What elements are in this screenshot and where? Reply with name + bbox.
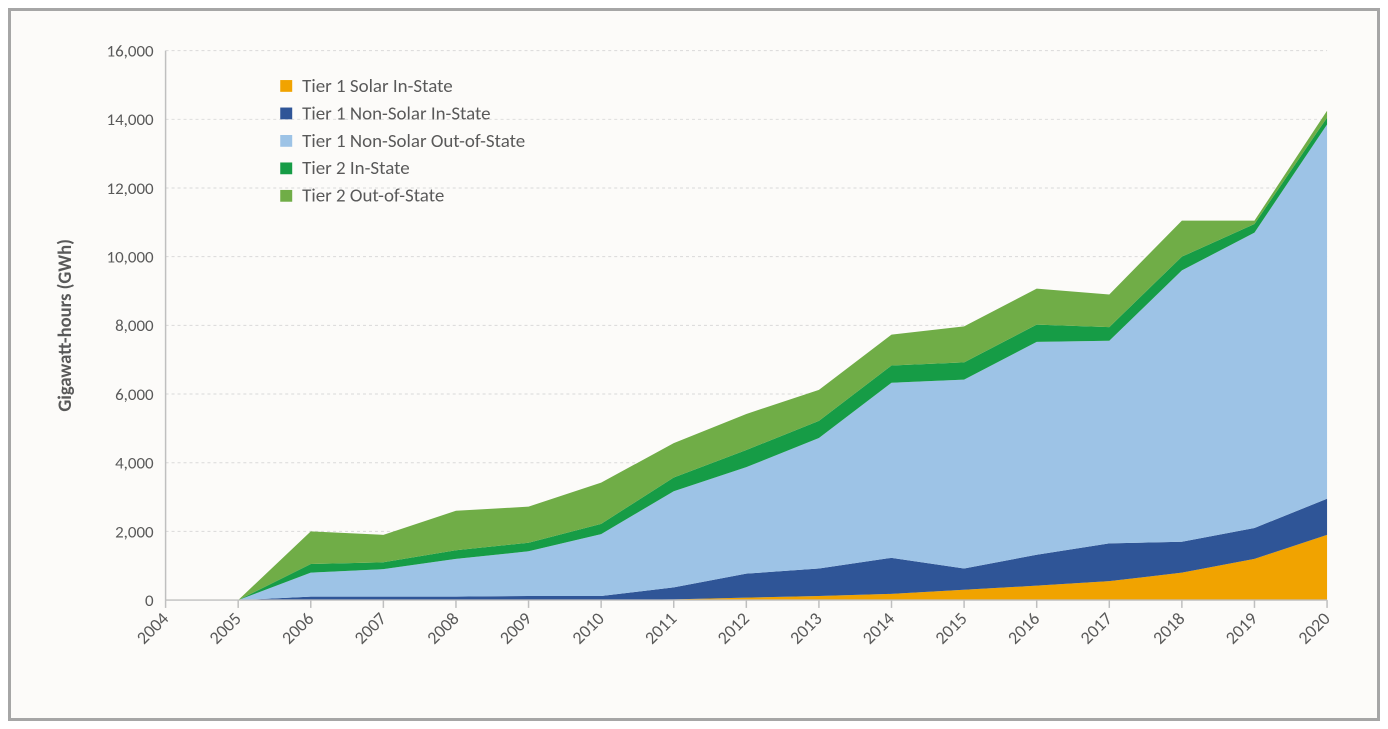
x-tick-label: 2006 [277,608,318,649]
x-tick-label: 2005 [204,608,245,649]
x-tick-label: 2020 [1293,608,1334,649]
y-tick-label: 10,000 [106,247,154,268]
y-tick-label: 16,000 [106,41,154,62]
x-tick-label: 2011 [640,608,681,649]
x-tick-label: 2013 [785,608,826,649]
x-tick-label: 2015 [930,608,971,649]
x-tick-label: 2018 [1148,608,1189,649]
legend-marker [280,80,292,92]
legend-marker [280,108,292,120]
legend-label: Tier 1 Solar In-State [302,75,452,98]
y-tick-label: 4,000 [115,453,154,474]
y-tick-label: 6,000 [115,384,154,405]
legend-label: Tier 1 Non-Solar In-State [302,102,490,125]
x-tick-label: 2012 [712,608,753,649]
legend-label: Tier 2 In-State [302,157,410,180]
x-tick-label: 2010 [567,608,608,649]
y-tick-label: 14,000 [106,109,154,130]
x-tick-label: 2016 [1003,608,1044,649]
chart-frame: 0 2,000 4,000 6,000 8,000 10,000 12,000 14,000 1… [8,8,1380,721]
legend-marker [280,135,292,147]
x-tick-label: 2009 [495,608,536,649]
x-tick-label: 2014 [858,608,899,649]
x-tick-label: 2008 [422,608,463,649]
area-chart: 0 2,000 4,000 6,000 8,000 10,000 12,000 14,000 1… [31,31,1347,708]
x-tick-label: 2004 [132,608,173,649]
legend-label: Tier 2 Out-of-State [302,185,444,208]
y-tick-label: 0 [145,590,154,611]
x-tick-label: 2007 [350,608,391,649]
legend-marker [280,162,292,174]
y-tick-label: 12,000 [106,178,154,199]
y-tick-label: 2,000 [115,521,154,542]
x-tick-label: 2017 [1075,608,1116,649]
x-tick-label: 2019 [1221,608,1262,649]
legend: Tier 1 Solar In-State Tier 1 Non-Solar In… [280,75,525,208]
y-tick-label: 8,000 [115,315,154,336]
legend-label: Tier 1 Non-Solar Out-of-State [302,130,525,153]
y-axis-label: Gigawatt-hours (GWh) [54,239,77,412]
legend-marker [280,190,292,202]
